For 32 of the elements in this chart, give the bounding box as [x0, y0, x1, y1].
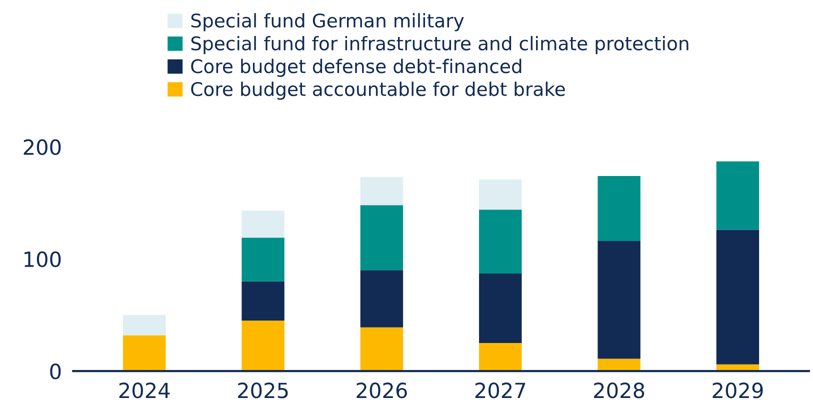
- legend-label: Core budget defense debt-financed: [191, 58, 522, 77]
- bar: [360, 177, 404, 206]
- legend-label: Special fund for infrastructure and climate protection: [191, 36, 688, 54]
- bar: [123, 335, 166, 372]
- legend-label: Core budget accountable for debt brake: [191, 82, 565, 100]
- x-tick-label: 2027: [475, 382, 526, 398]
- bar: [479, 179, 522, 210]
- bar: [598, 241, 640, 359]
- x-tick-label: 2025: [238, 382, 288, 398]
- bar: [123, 315, 166, 336]
- x-tick-label: 2026: [356, 382, 407, 398]
- x-tick-label: 2024: [119, 382, 170, 398]
- y-tick-label: 100: [24, 251, 61, 268]
- bar: [479, 210, 522, 274]
- x-tick-label: 2028: [594, 382, 644, 398]
- bar: [716, 161, 760, 230]
- bar: [360, 205, 404, 270]
- bar: [716, 230, 760, 364]
- bar: [598, 358, 640, 372]
- bar: [242, 320, 284, 372]
- y-tick-label: 200: [24, 139, 61, 156]
- bar: [242, 281, 284, 321]
- legend-label: Special fund German military: [191, 13, 464, 32]
- x-tick-label: 2029: [712, 382, 763, 398]
- bar: [598, 176, 640, 242]
- bar: [360, 327, 404, 372]
- bar: [479, 343, 522, 372]
- bar: [360, 270, 404, 328]
- bar: [242, 210, 284, 238]
- bar: [479, 274, 522, 344]
- bar: [242, 238, 284, 282]
- y-tick-label: 0: [50, 364, 61, 380]
